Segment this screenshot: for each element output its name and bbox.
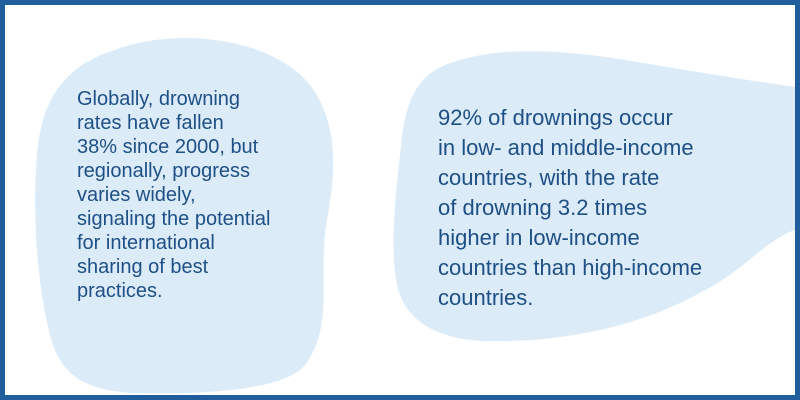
right-fact-line: countries than high-income: [438, 255, 703, 280]
right-blob: [393, 51, 795, 342]
left-fact-line: sharing of best: [77, 256, 209, 278]
left-fact-line: rates have fallen: [77, 112, 224, 134]
right-fact-line: higher in low-income: [438, 225, 640, 250]
right-fact-line: countries.: [438, 285, 534, 310]
left-blob: [35, 37, 334, 394]
left-fact-line: 38% since 2000, but: [77, 136, 259, 158]
right-fact-line: 92% of drownings occur: [438, 105, 673, 130]
left-fact-line: for international: [77, 232, 215, 254]
left-fact-line: regionally, progress: [77, 160, 251, 182]
right-fact-line: of drowning 3.2 times: [438, 195, 648, 220]
left-fact-line: practices.: [77, 280, 163, 302]
right-fact-line: in low- and middle-income: [438, 135, 694, 160]
left-fact-text: Globally, drowning rates have fallen 38%…: [77, 87, 317, 303]
left-fact-line: signaling the potential: [77, 208, 271, 230]
right-fact-line: countries, with the rate: [438, 165, 660, 190]
left-fact-line: varies widely,: [77, 184, 196, 206]
left-fact-line: Globally, drowning: [77, 88, 241, 110]
background-blobs: [35, 37, 795, 394]
right-fact-text: 92% of drownings occur in low- and middl…: [438, 103, 768, 313]
